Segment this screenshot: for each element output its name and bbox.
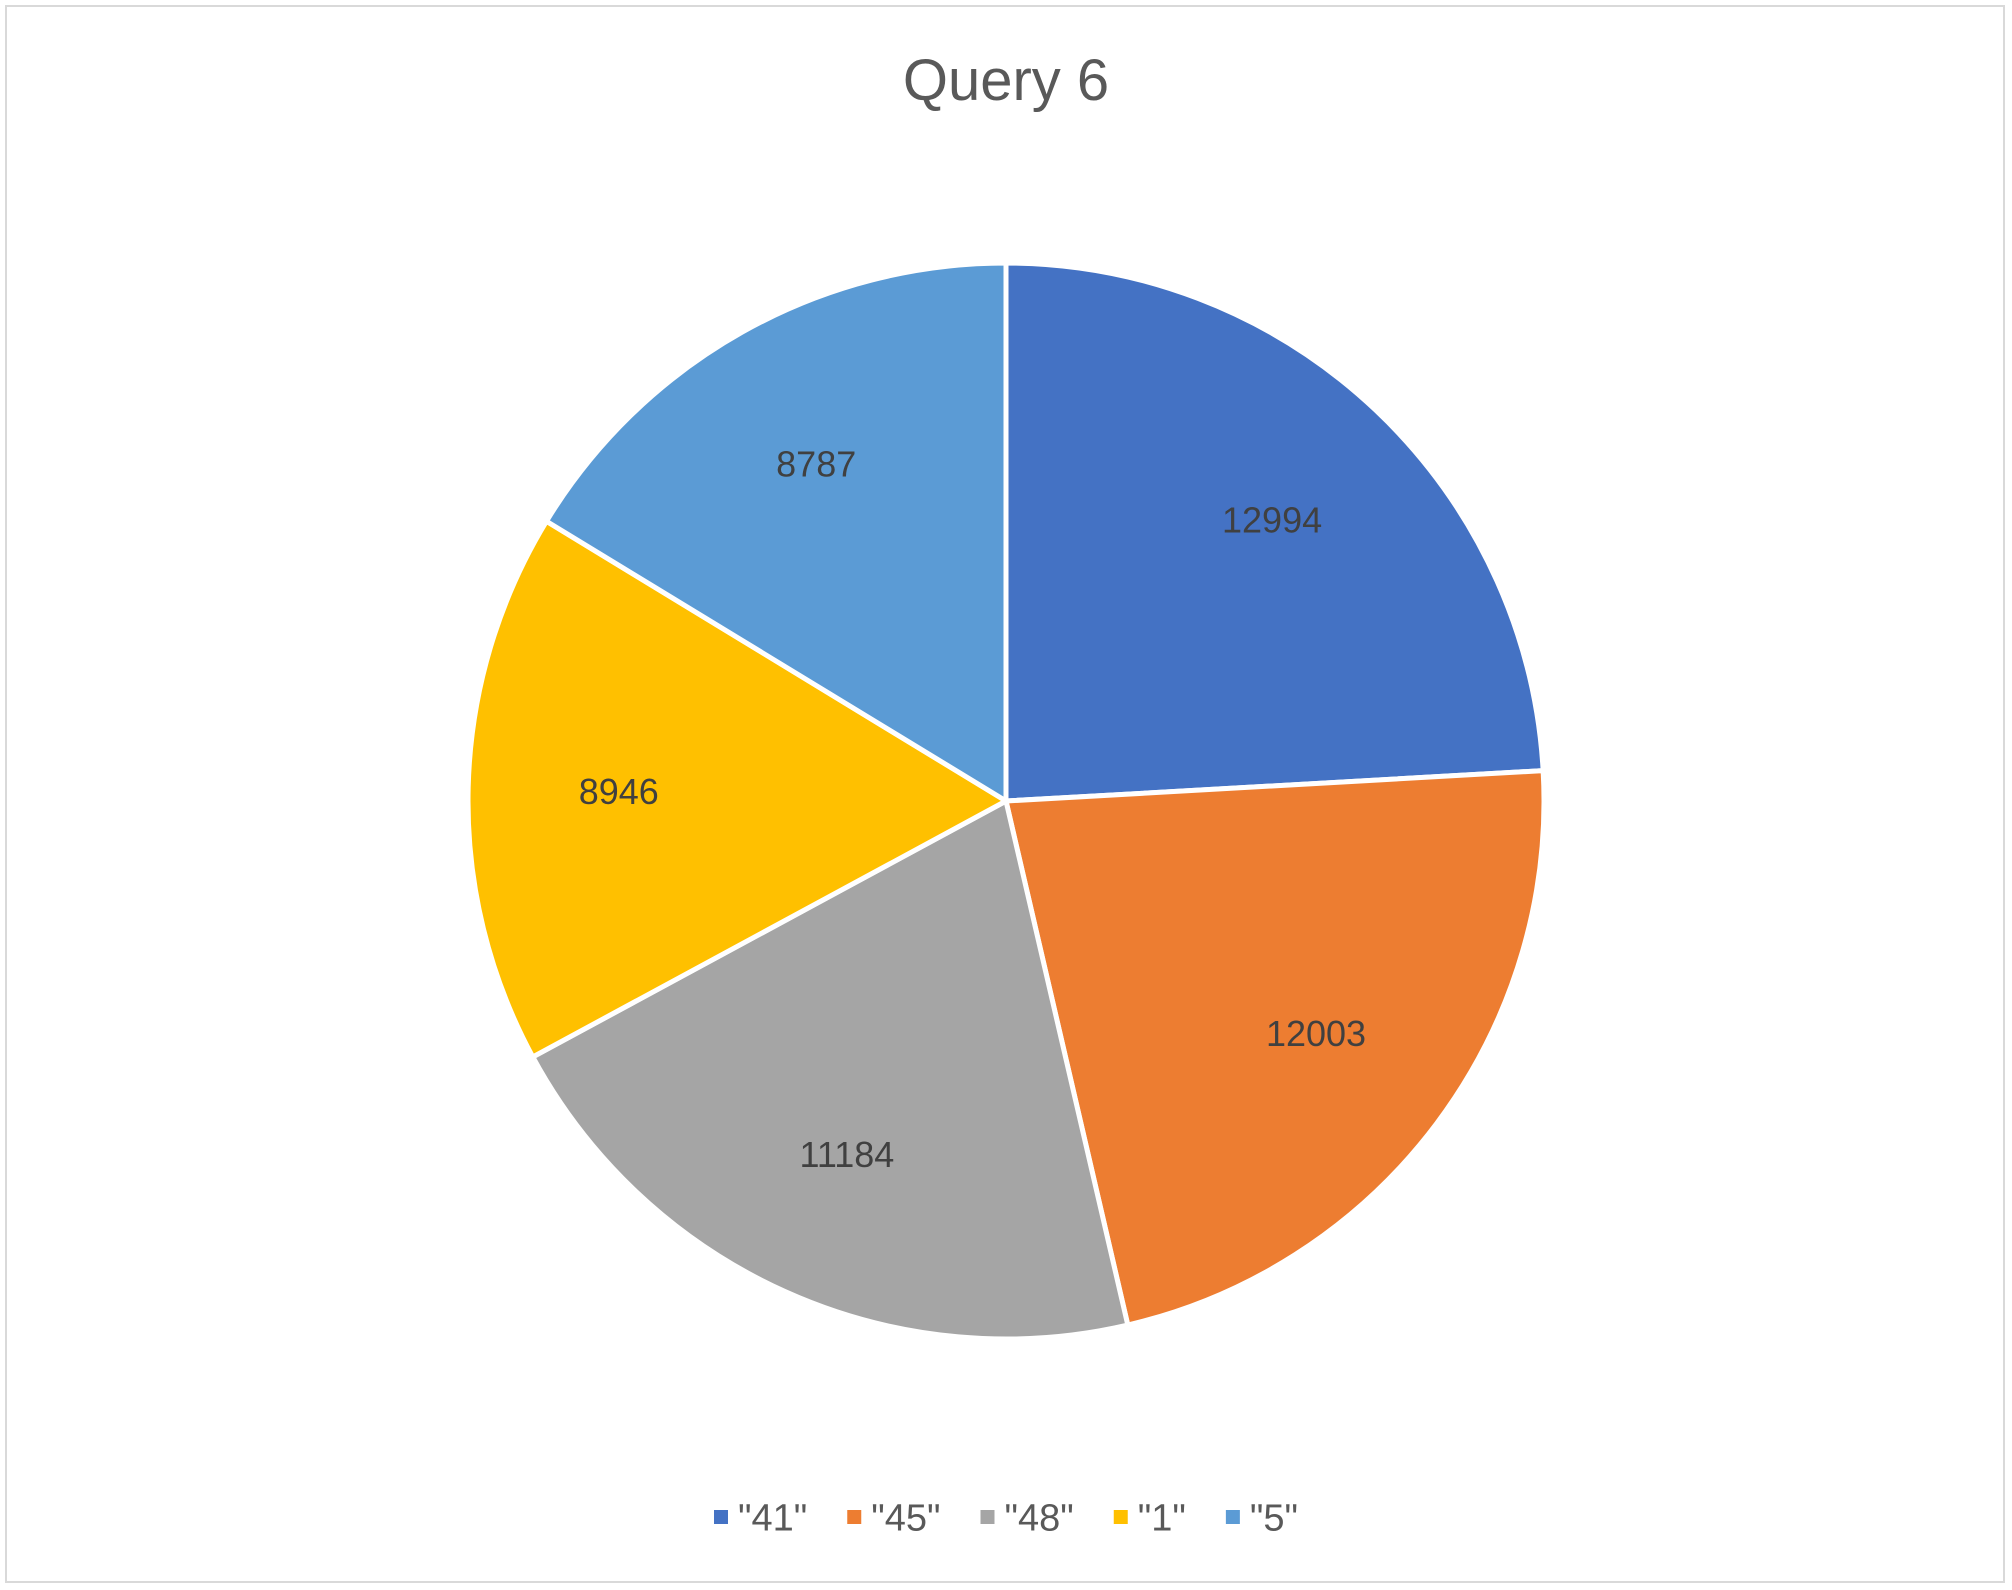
pie-data-labels: 12994 12003 11184 8946 8787	[579, 443, 1366, 1175]
data-label-0: 12994	[1222, 499, 1322, 540]
legend-swatch-4	[1225, 1510, 1240, 1524]
pie-slice-0	[1003, 260, 1546, 804]
legend-label-3: "1"	[1138, 1498, 1186, 1540]
pie-slices	[465, 260, 1547, 1342]
data-label-3: 8946	[579, 771, 659, 812]
pie-slice-3	[465, 518, 1009, 1060]
legend-swatch-3	[1113, 1510, 1128, 1524]
data-label-2: 11184	[800, 1134, 895, 1175]
pie-slice-1	[1003, 768, 1547, 1328]
legend-label-1: "45"	[871, 1498, 940, 1540]
pie-slice-2	[530, 798, 1131, 1342]
data-label-4: 8787	[776, 443, 856, 484]
legend-label-2: "48"	[1005, 1498, 1074, 1540]
data-label-1: 12003	[1266, 1013, 1366, 1054]
legend-swatch-0	[714, 1510, 728, 1524]
legend-swatch-2	[980, 1510, 995, 1524]
chart-title: Query 6	[903, 48, 1109, 113]
legend-label-4: "5"	[1250, 1498, 1298, 1540]
legend-label-0: "41"	[738, 1498, 807, 1540]
pie-slice-4	[543, 260, 1009, 804]
legend-swatch-1	[847, 1510, 862, 1524]
legend: "41" "45" "48" "1" "5"	[714, 1498, 1298, 1540]
